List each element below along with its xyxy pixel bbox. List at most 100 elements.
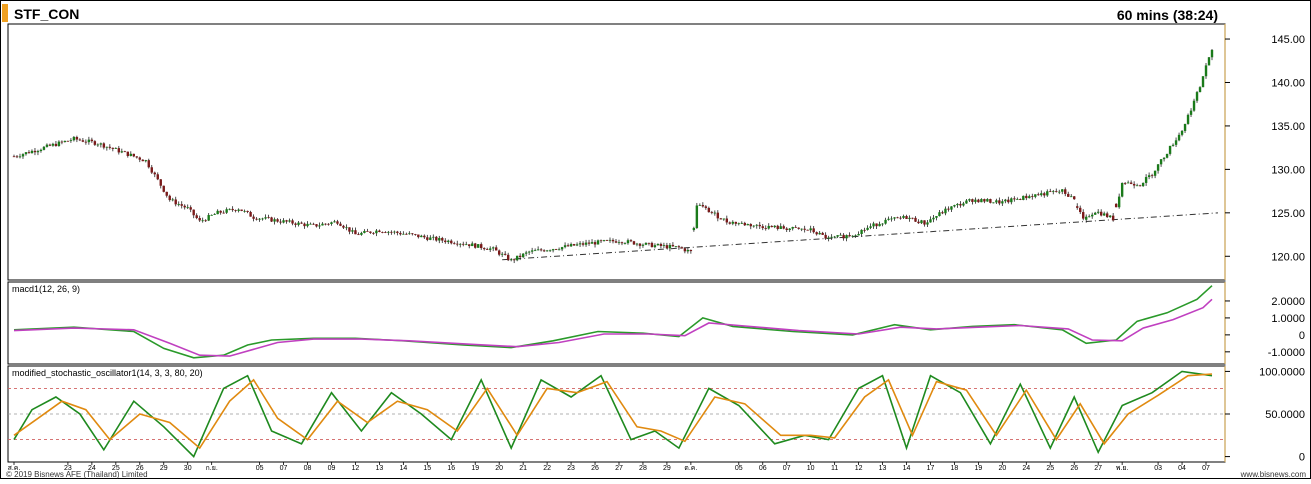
price-candle [18,153,22,159]
x-tick-label: 14 [399,465,407,472]
x-tick-label: พ.ย. [1116,465,1129,472]
price-candle [611,238,615,244]
price-candle [204,219,207,222]
price-candle [291,218,294,226]
price-candle [27,150,31,154]
price-candle [1064,187,1067,197]
x-tick-label: ต.ค. [684,465,697,472]
price-candle [1108,215,1112,218]
price-candle [749,223,752,230]
price-candle [503,251,507,256]
price-candle [665,242,669,250]
price-candle [599,239,603,243]
price-candle [806,229,809,231]
price-candle [1129,180,1133,185]
price-candle [42,146,46,151]
price-candle [222,210,225,214]
price-candle [267,214,270,219]
price-candle [492,246,495,252]
price-candle [707,206,711,213]
price-candle [509,258,513,262]
price-candle [1040,190,1043,197]
price-candle [815,231,818,236]
price-candle [614,239,618,244]
price-candle [851,235,854,238]
macd-panel: macd1(12, 26, 9) 2.0000 1.0000 0 -1.0000 [7,281,1305,365]
price-candle [785,227,788,232]
price-candle [1016,197,1019,200]
price-candle [743,221,746,227]
price-candle [803,225,806,233]
price-candle [644,242,648,246]
price-candle [1207,56,1211,66]
x-tick-label: ก.ย. [206,465,218,472]
price-candle [360,231,363,236]
stochastic-title: modified_stochastic_oscillator1(14, 3, 3… [12,368,203,378]
x-tick-label: 11 [831,465,838,472]
price-candle [773,225,776,229]
price-candle [842,233,845,241]
price-candle [989,198,992,204]
price-candle [252,214,255,222]
price-candle [533,248,537,252]
price-candle [737,222,740,226]
price-candle [911,217,914,220]
price-candle [12,154,16,158]
price-candle [944,206,947,216]
price-candle [860,229,863,238]
price-candle [153,171,156,178]
price-candle [216,209,219,215]
price-candle [692,226,696,232]
price-candle [782,224,785,230]
price-candle [15,155,19,159]
price-candle [602,239,606,242]
x-tick-label: 27 [1094,465,1102,472]
price-candle [818,231,821,235]
x-tick-label: 03 [1154,465,1162,472]
price-candle [662,242,666,249]
price-candle [821,231,824,235]
price-candle [426,234,429,242]
price-candle [962,201,965,207]
price-candle [90,137,94,143]
price-candle [656,243,660,246]
price-candle [237,208,240,213]
price-candle [231,206,234,212]
price-candle [384,231,387,234]
price-candle [1105,211,1109,219]
x-tick-label: 24 [88,465,96,472]
price-candle [728,221,732,225]
x-tick-label: 16 [447,465,455,472]
x-tick-label: 25 [112,465,120,472]
price-candle [135,156,138,159]
price-candle [108,144,112,150]
price-candle [545,249,549,252]
price-candle [494,245,498,251]
price-candle [1061,189,1064,195]
price-candle [1177,132,1181,142]
price-candle [75,135,79,143]
price-panel: 145.00 140.00 135.00 130.00 125.00 120.00 [7,23,1305,281]
price-candle [539,248,543,252]
price-candle [620,241,624,246]
price-candle [683,247,687,254]
price-candle [207,213,210,222]
price-candle [659,242,663,249]
macd-axis-tick-label: 1.0000 [1271,313,1305,325]
price-candle [81,138,85,143]
price-candle [881,223,884,227]
price-candle [1034,194,1037,199]
x-tick-label: 13 [375,465,383,472]
price-candle [767,223,770,230]
price-candle [1165,153,1169,159]
price-candle [417,234,420,239]
price-candle [435,235,438,242]
price-candle [213,213,216,216]
price-candle [563,242,567,249]
x-tick-label: ส.ค. [8,465,21,472]
price-candle [506,252,510,262]
price-candle [674,246,678,248]
price-candle [1174,137,1178,147]
x-tick-label: 12 [352,465,360,472]
price-candle [111,147,115,152]
